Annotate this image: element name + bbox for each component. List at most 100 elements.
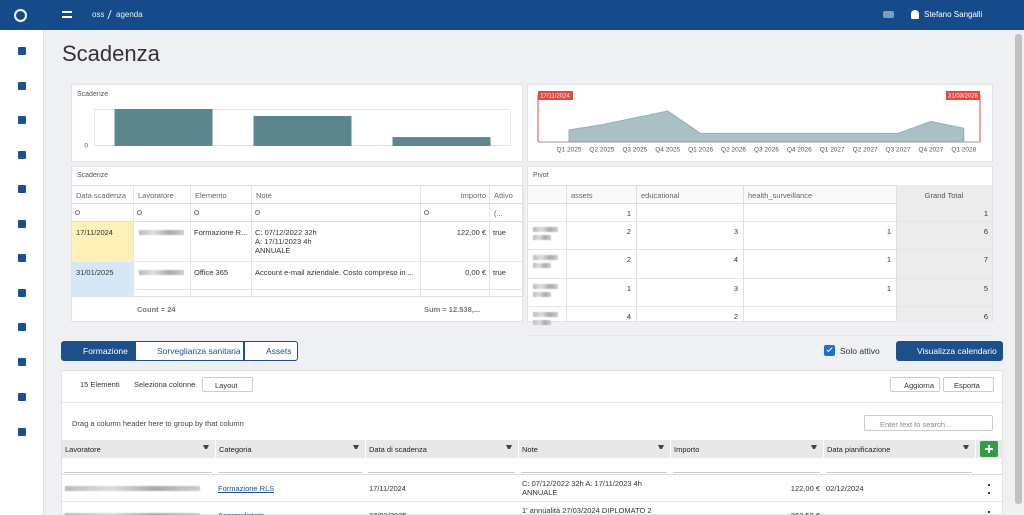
column-filter-icon[interactable] xyxy=(658,445,664,451)
car-icon xyxy=(883,11,894,18)
filter-input[interactable] xyxy=(137,210,142,215)
y-tick-label: 0 xyxy=(84,143,88,150)
logo[interactable] xyxy=(14,9,27,22)
column-header[interactable]: Note xyxy=(522,445,538,454)
column-header[interactable]: Data di scadenza xyxy=(369,445,427,454)
column-header[interactable]: Importo xyxy=(674,445,700,454)
checkbox[interactable] xyxy=(824,345,835,356)
pivot-row xyxy=(528,307,992,336)
filter-input[interactable] xyxy=(194,210,199,215)
sidebar-icon[interactable] xyxy=(18,220,26,228)
filter-input[interactable] xyxy=(75,210,80,215)
add-plus xyxy=(988,445,990,453)
column-header[interactable]: Attivo xyxy=(494,191,513,200)
top-bar xyxy=(0,0,1024,30)
column-divider xyxy=(823,440,824,475)
blurred-text xyxy=(533,227,558,232)
filter-input[interactable] xyxy=(826,460,972,473)
column-header[interactable]: Categoria xyxy=(219,445,252,454)
column-header[interactable]: Lavoratore xyxy=(65,445,101,454)
sidebar-icon[interactable] xyxy=(18,151,26,159)
link-cell[interactable]: Formazione RLS xyxy=(218,484,275,493)
filter-input[interactable] xyxy=(64,460,212,473)
user-icon xyxy=(911,10,919,19)
group-hint: Drag a column header here to group by th… xyxy=(72,419,244,428)
column-header[interactable]: Lavoratore xyxy=(138,191,174,200)
grid-filter-row xyxy=(72,204,522,222)
pivot-column-header[interactable]: health_surveillance xyxy=(748,191,813,200)
column-divider xyxy=(133,185,134,296)
column-header[interactable]: Importo xyxy=(460,191,486,200)
sidebar-icon[interactable] xyxy=(18,323,26,331)
column-divider xyxy=(518,440,519,475)
x-tick-label: Q4 2027 xyxy=(918,147,943,154)
pivot-total: 6 xyxy=(983,312,988,321)
panel-title: Scadenze xyxy=(77,91,109,98)
column-header[interactable]: Elemento xyxy=(195,191,227,200)
filter-input[interactable] xyxy=(673,460,820,473)
toolbar-button[interactable]: Seleziona colonne xyxy=(134,380,196,389)
column-header[interactable]: Note xyxy=(256,191,272,200)
sidebar-icon[interactable] xyxy=(18,289,26,297)
x-tick-label: Q1 2027 xyxy=(820,147,845,154)
filter-select[interactable]: (... xyxy=(494,209,503,218)
sidebar-icon[interactable] xyxy=(18,116,26,124)
cell: Account e-mail aziendale. Costo compreso… xyxy=(255,268,414,277)
toolbar-button[interactable]: Layout xyxy=(202,377,253,392)
blurred-text xyxy=(65,486,200,491)
cell: 122,00 € xyxy=(790,484,820,493)
column-filter-icon[interactable] xyxy=(203,445,209,451)
search-box[interactable]: Enter text to search... xyxy=(864,415,993,431)
cell: ANNUALE xyxy=(255,246,291,255)
tab[interactable]: Assets xyxy=(244,341,298,361)
filter-input[interactable] xyxy=(424,210,429,215)
pivot-column-header[interactable]: educational xyxy=(641,191,680,200)
pivot-cell: 1 xyxy=(886,284,891,293)
pivot-divider xyxy=(743,185,744,322)
pivot-total-header: Grand Total xyxy=(924,191,964,200)
column-filter-icon[interactable] xyxy=(811,445,817,451)
sidebar-icon[interactable] xyxy=(18,82,26,90)
sidebar-icon[interactable] xyxy=(18,428,26,436)
column-header[interactable]: Data scadenza xyxy=(76,191,127,200)
panel-title: Scadenze xyxy=(77,172,109,179)
row xyxy=(72,222,522,262)
pivot-column-header[interactable]: assets xyxy=(571,191,593,200)
column-divider xyxy=(975,440,976,475)
row-menu[interactable] xyxy=(988,484,990,494)
row xyxy=(72,262,522,290)
breadcrumb-item[interactable]: agenda xyxy=(116,10,143,19)
x-tick-label: Q3 2025 xyxy=(622,147,647,154)
sidebar-icon[interactable] xyxy=(18,185,26,193)
pivot-cell: 2 xyxy=(626,227,631,236)
column-divider xyxy=(190,185,191,296)
user-name[interactable]: Stefano Sangalli xyxy=(924,10,983,19)
blurred-text xyxy=(533,235,551,240)
toolbar-item: 15 Elementi xyxy=(80,380,120,389)
toolbar-button[interactable]: Aggiorna xyxy=(890,377,940,392)
column-filter-icon[interactable] xyxy=(353,445,359,451)
filter-input[interactable] xyxy=(255,210,260,215)
tab[interactable]: Sorveglianza sanitaria xyxy=(135,341,244,361)
filter-input[interactable] xyxy=(368,460,515,473)
sidebar-icon[interactable] xyxy=(18,393,26,401)
column-filter-icon[interactable] xyxy=(963,445,969,451)
sidebar-icon[interactable] xyxy=(18,254,26,262)
menu-toggle[interactable] xyxy=(62,11,72,18)
tab[interactable]: Formazione xyxy=(61,341,135,361)
sidebar-icon[interactable] xyxy=(18,47,26,55)
toolbar-button[interactable]: Esporta xyxy=(943,377,994,392)
row xyxy=(62,475,1003,502)
link-cell[interactable]: Apprendistato xyxy=(218,511,264,515)
pivot-cell: 1 xyxy=(886,227,891,236)
sidebar-icon[interactable] xyxy=(18,358,26,366)
column-header[interactable]: Data pianificazione xyxy=(827,445,891,454)
filter-input[interactable] xyxy=(521,460,667,473)
filter-input[interactable] xyxy=(218,460,362,473)
grid-footer xyxy=(72,296,522,316)
breadcrumb-item[interactable]: oss xyxy=(92,10,105,19)
blurred-text xyxy=(533,312,558,317)
column-filter-icon[interactable] xyxy=(506,445,512,451)
row-menu[interactable] xyxy=(988,511,990,515)
calendar-button[interactable]: Visualizza calendario xyxy=(896,341,1003,361)
